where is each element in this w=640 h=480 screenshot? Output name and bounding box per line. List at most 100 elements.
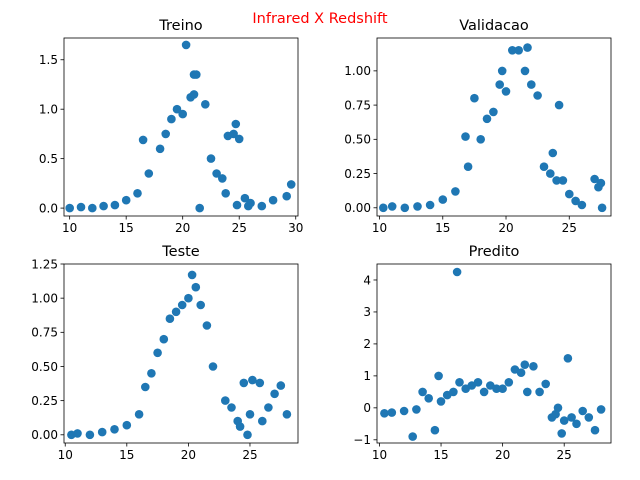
scatter-point — [282, 191, 292, 201]
scatter-point — [235, 422, 245, 431]
scatter-point — [492, 384, 501, 394]
scatter-point — [232, 200, 242, 210]
y-tick-label: 0.50 — [31, 360, 58, 374]
scatter-point — [470, 93, 479, 103]
scatter-point — [578, 406, 587, 416]
scatter-point — [110, 200, 120, 210]
scatter-point — [455, 378, 464, 387]
scatter-point — [508, 46, 517, 55]
scatter-point — [596, 178, 606, 188]
x-tick-label: 15 — [119, 221, 134, 235]
scatter-point — [476, 135, 486, 144]
x-tick-label: 25 — [562, 221, 577, 235]
scatter-point — [270, 389, 279, 399]
scatter-point — [99, 201, 108, 211]
scatter-point — [452, 267, 462, 277]
axes-frame — [63, 263, 299, 444]
scatter-point — [449, 387, 458, 397]
scatter-point — [240, 193, 250, 203]
x-tick-label: 25 — [242, 448, 257, 462]
scatter-point — [172, 104, 182, 114]
scatter-point — [229, 129, 238, 139]
scatter-point — [255, 378, 265, 388]
scatter-point — [239, 378, 249, 388]
scatter-point — [76, 202, 86, 212]
x-tick-label: 20 — [181, 448, 196, 462]
scatter-point — [159, 334, 169, 344]
scatter-point — [161, 129, 170, 139]
y-tick-label: 1.0 — [39, 103, 58, 117]
scatter-point — [501, 87, 511, 96]
scatter-point — [425, 200, 435, 210]
scatter-point — [167, 114, 176, 124]
x-tick-label: 15 — [435, 221, 450, 235]
scatter-point — [438, 195, 448, 204]
scatter-point — [399, 406, 409, 416]
scatter-point — [520, 360, 530, 370]
scatter-point — [495, 80, 505, 89]
scatter-point — [379, 203, 388, 213]
scatter-point — [400, 203, 410, 213]
scatter-point — [187, 270, 197, 280]
scatter-points — [67, 270, 292, 440]
scatter-point — [584, 413, 594, 422]
scatter-point — [133, 189, 142, 198]
y-tick-label: 0.25 — [31, 394, 58, 408]
scatter-point — [268, 195, 278, 205]
y-tick-label: 0.00 — [31, 428, 58, 442]
scatter-point — [218, 174, 227, 183]
scatter-point — [408, 432, 418, 441]
scatter-point — [590, 174, 599, 184]
x-tick-label: 10 — [372, 448, 387, 462]
scatter-point — [171, 307, 181, 317]
scatter-point — [245, 410, 255, 419]
scatter-point — [221, 189, 230, 198]
y-tick-label: 1.00 — [344, 64, 371, 78]
scatter-point — [195, 203, 204, 213]
scatter-point — [243, 430, 252, 440]
axes-frame — [63, 37, 299, 217]
scatter-point — [282, 410, 292, 419]
scatter-point — [206, 154, 216, 163]
scatter-point — [482, 114, 492, 124]
scatter-point — [189, 90, 199, 99]
axes-frame — [376, 263, 612, 444]
scatter-point — [244, 201, 253, 211]
scatter-point — [436, 397, 446, 406]
scatter-point — [553, 403, 563, 413]
scatter-point — [473, 378, 483, 387]
scatter-point — [122, 420, 132, 430]
scatter-point — [554, 100, 564, 110]
y-tick-label: 1.00 — [31, 291, 58, 305]
scatter-point — [451, 187, 460, 196]
subplot-treino: Treino 10 15 20 25 30 0.0 0.5 1.0 1.5 — [39, 18, 303, 235]
scatter-point — [572, 419, 581, 429]
scatter-point — [212, 169, 221, 178]
scatter-point — [177, 300, 187, 310]
scatter-point — [479, 387, 489, 397]
scatter-point — [514, 46, 523, 55]
y-tick-label: 2 — [363, 337, 371, 351]
scatter-point — [489, 107, 498, 117]
scatter-point — [178, 109, 187, 119]
scatter-point — [461, 132, 470, 141]
scatter-point — [567, 413, 576, 422]
scatter-point — [559, 416, 569, 425]
y-tick-label: 0.50 — [344, 133, 371, 147]
scatter-point — [380, 409, 389, 418]
scatter-point — [497, 66, 507, 76]
scatter-point — [144, 169, 154, 178]
scatter-points — [65, 40, 296, 213]
x-tick-label: 20 — [495, 448, 510, 462]
scatter-point — [463, 162, 473, 171]
scatter-point — [571, 196, 580, 206]
scatter-point — [520, 66, 530, 76]
x-tick-label: 15 — [119, 448, 134, 462]
scatter-points — [379, 43, 607, 213]
scatter-point — [533, 91, 542, 100]
scatter-point — [590, 425, 600, 435]
scatter-point — [418, 387, 427, 397]
scatter-point — [424, 394, 434, 403]
scatter-point — [558, 176, 568, 185]
